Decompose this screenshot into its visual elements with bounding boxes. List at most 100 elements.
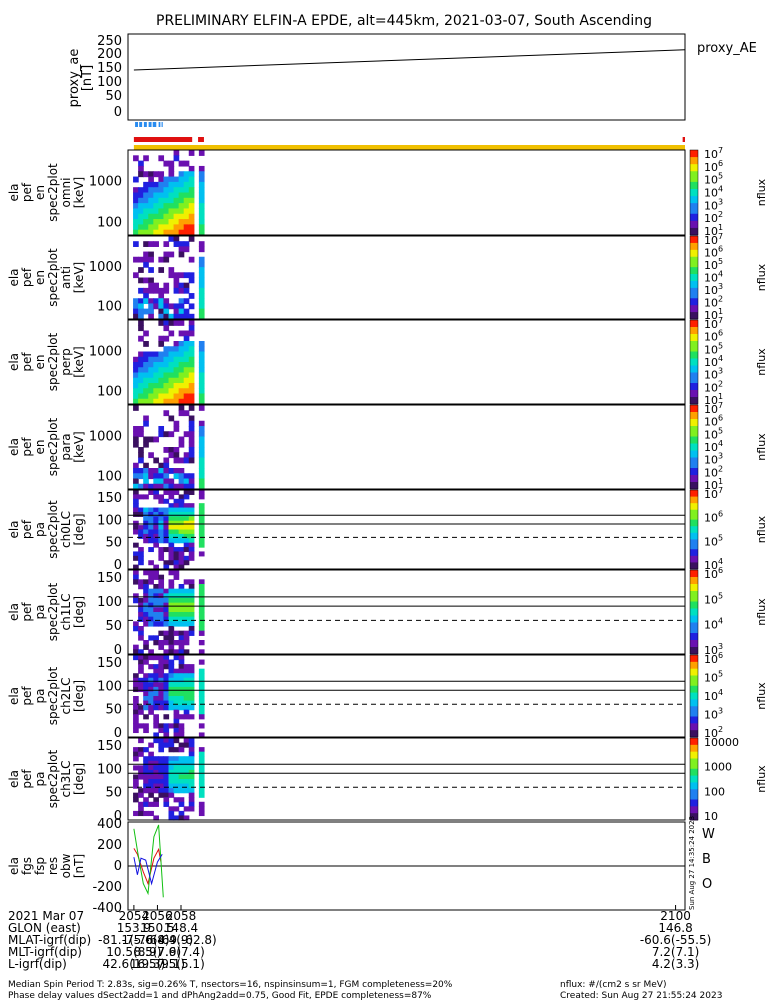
spectro-cell [138, 630, 144, 636]
colorbar-cell [690, 761, 698, 766]
spectro-cell [153, 490, 159, 495]
spectro-cell [158, 696, 165, 702]
spectro-cell [198, 686, 205, 693]
spectro-cell [198, 668, 205, 674]
colorbar-cell [690, 171, 698, 176]
spectro-cell [158, 426, 165, 432]
spectro-cell [133, 426, 139, 432]
spectro-cell [163, 774, 170, 780]
spectro-cell [168, 570, 175, 576]
spectro-cell [158, 478, 165, 485]
spectro-cell [148, 742, 154, 748]
spectro-cell [173, 356, 180, 363]
spectro-cell [183, 473, 190, 480]
spectro-cell [198, 612, 205, 618]
ephem-value: -60.6(-55.5) [640, 933, 711, 947]
spectro-cell [138, 533, 144, 539]
spectro-cell [148, 538, 154, 544]
spectro-cell [168, 747, 175, 753]
colorbar-tick: 107 [704, 232, 723, 247]
colorbar-tick: 106 [704, 651, 723, 666]
spectro-cell [153, 241, 159, 247]
colorbar-cell [690, 816, 698, 821]
spectro-cell [143, 330, 149, 337]
spectro-cell [183, 598, 190, 604]
spectro-cell [173, 351, 180, 358]
spectro-cell [153, 192, 159, 199]
spectro-cell [158, 682, 165, 688]
colorbar-cell [690, 549, 698, 554]
colorbar-tick: 106 [704, 245, 723, 260]
colorbar-cell [690, 301, 698, 306]
spectro-cell [148, 377, 154, 384]
ylabel-line: pef [20, 182, 34, 202]
spectro-cell [173, 588, 180, 594]
ae-tick-200: 200 [97, 47, 122, 62]
spectro-cell [153, 303, 159, 310]
spectro-cell [138, 792, 144, 798]
spectro-cell [153, 507, 159, 513]
spectro-cell [188, 367, 195, 374]
spectro-cell [168, 742, 175, 748]
colorbar-cell [690, 555, 698, 560]
spectro-cell [188, 277, 195, 284]
spectro-cell [198, 303, 205, 310]
spectro-cell [138, 308, 144, 315]
spectro-cell [188, 372, 195, 379]
spectro-cell [178, 673, 185, 679]
spectro-cell [198, 181, 205, 188]
colorbar-cell [690, 277, 698, 282]
spectro-cell [173, 150, 180, 156]
ephem-value: 42.6(19.3) [102, 957, 165, 971]
spectro-cell [138, 313, 144, 320]
spectro-cell [143, 362, 149, 368]
spectro-cell [178, 356, 185, 363]
spectro-cell [188, 293, 195, 299]
spectro-cell [133, 626, 139, 632]
spectro-cell [173, 621, 180, 627]
colorbar-tick: 104 [704, 439, 723, 454]
spectro-cell [163, 691, 170, 697]
spectro-cell [198, 468, 205, 474]
spectro-cell [198, 431, 205, 438]
spectro-cell [143, 570, 149, 576]
spectro-cell [178, 774, 185, 780]
spectro-cell [153, 714, 159, 720]
spectro-cell [143, 588, 149, 594]
spectro-cell [158, 747, 165, 753]
spectro-cell [168, 236, 175, 242]
quality-blue-4 [152, 122, 157, 127]
spectro-cell [168, 346, 175, 353]
spectro-cell [133, 219, 139, 225]
colorbar-cell [690, 308, 698, 313]
spectro-cell [138, 325, 144, 332]
spectro-cell [178, 494, 185, 500]
colorbar-cell [690, 529, 698, 534]
y-tick-label: 50 [105, 619, 122, 634]
spectro-cell [173, 203, 180, 210]
spectro-cell [138, 682, 144, 688]
colorbar-tick: 102 [704, 464, 723, 479]
spectro-cell [168, 229, 175, 236]
spectro-cell [158, 593, 165, 599]
spectro-cell [173, 367, 180, 374]
spectro-cell [133, 241, 139, 247]
spectro-cell [148, 607, 154, 613]
spectro-cell [178, 644, 185, 650]
spectro-cell [168, 272, 175, 279]
colorbar-cell [690, 203, 698, 208]
colorbar-cell [690, 383, 698, 387]
colorbar-cell [690, 157, 698, 162]
spectro-cell [198, 219, 205, 225]
spectro-cell [168, 503, 175, 509]
spectro-cell [183, 516, 190, 522]
colorbar-tick: 105 [704, 341, 723, 356]
ephem-row-label: MLAT-igrf(dip) [8, 933, 91, 947]
spectro-cell [188, 303, 195, 310]
spectro-cell [133, 298, 139, 305]
ephem-value: -68.4(-62.8) [145, 933, 216, 947]
spectro-cell [198, 420, 205, 427]
spectro-cell [158, 727, 165, 734]
panel-ylabel: ela pef en spec2plot perp [keV] [7, 332, 86, 391]
